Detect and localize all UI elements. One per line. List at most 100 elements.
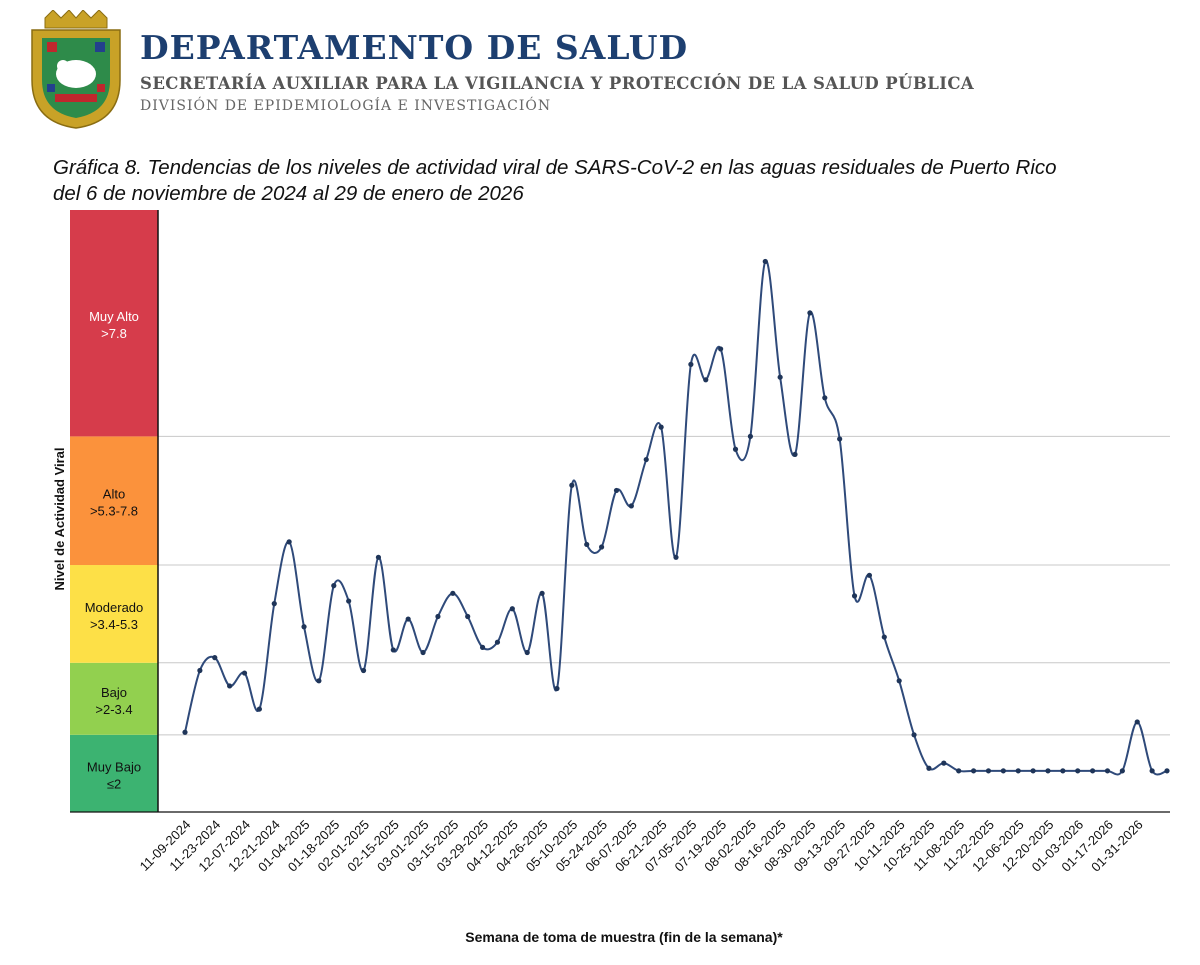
y-axis-title: Nivel de Actividad Viral	[52, 447, 67, 590]
level-band-name: Alto	[103, 487, 125, 502]
division-name: DIVISIÓN DE EPIDEMIOLOGÍA E INVESTIGACIÓ…	[140, 98, 552, 114]
data-point	[866, 572, 873, 578]
data-point	[628, 503, 634, 509]
level-band-name: Muy Alto	[89, 309, 139, 324]
data-point	[450, 590, 456, 596]
data-point	[479, 644, 486, 650]
data-point	[286, 539, 292, 545]
data-point	[227, 683, 233, 689]
level-band-range: >5.3-7.8	[90, 504, 138, 519]
data-point	[1149, 768, 1155, 774]
header: DEPARTAMENTO DE SALUD SECRETARÍA AUXILIA…	[0, 0, 1200, 150]
data-point	[182, 729, 188, 735]
level-band-range: >2-3.4	[95, 702, 132, 717]
chart-title-line-2: del 6 de noviembre de 2024 al 29 de ener…	[53, 182, 524, 205]
data-point	[673, 554, 679, 560]
level-band-range: >7.8	[101, 326, 127, 341]
data-point	[241, 670, 248, 676]
data-point	[777, 374, 783, 380]
data-point	[212, 655, 218, 661]
data-point	[346, 598, 352, 604]
data-point	[613, 487, 620, 494]
data-point	[851, 593, 858, 599]
data-point	[956, 768, 962, 774]
seal-lion-tile	[95, 42, 105, 52]
seal-lamb-head	[57, 60, 69, 72]
data-point	[405, 616, 411, 622]
data-point	[926, 765, 932, 771]
data-point	[331, 583, 337, 589]
data-point	[807, 310, 813, 316]
chart-title-line-1: Gráfica 8. Tendencias de los niveles de …	[53, 156, 1057, 179]
data-point	[732, 446, 739, 452]
data-point	[256, 706, 262, 712]
data-point	[1164, 768, 1170, 774]
level-band-1	[70, 662, 158, 735]
data-point	[554, 685, 560, 692]
data-point	[762, 258, 768, 265]
seal-crown	[44, 10, 108, 29]
seal-cross-tile	[97, 84, 105, 92]
data-point	[643, 456, 649, 463]
level-band-2	[70, 565, 158, 663]
department-name: DEPARTAMENTO DE SALUD	[140, 28, 689, 67]
level-band-range: ≤2	[107, 776, 121, 791]
data-point	[970, 768, 977, 774]
data-point	[985, 768, 992, 774]
data-point	[509, 606, 515, 612]
data-point	[658, 424, 664, 430]
data-point	[360, 667, 367, 674]
data-point	[197, 667, 203, 674]
data-point	[271, 601, 277, 607]
data-point	[524, 649, 530, 656]
level-band-name: Moderado	[85, 600, 144, 615]
data-point	[911, 732, 917, 738]
data-point	[747, 433, 753, 439]
data-point	[420, 649, 426, 656]
data-point	[494, 639, 501, 645]
seal-banner	[55, 94, 97, 102]
data-point	[435, 613, 441, 620]
data-point	[569, 482, 575, 488]
data-point	[1090, 768, 1096, 774]
data-point	[837, 436, 843, 442]
series-line	[184, 260, 1168, 776]
level-band-3	[70, 436, 158, 566]
data-point	[881, 634, 887, 640]
x-axis-title: Semana de toma de muestra (fin de la sem…	[465, 929, 783, 945]
data-point	[584, 541, 590, 548]
level-band-name: Muy Bajo	[87, 759, 141, 774]
data-point	[1119, 768, 1125, 774]
level-band-name: Bajo	[101, 685, 127, 700]
data-point	[792, 451, 798, 458]
data-point	[1030, 768, 1036, 774]
data-point	[1134, 719, 1140, 725]
secretariat-name: SECRETARÍA AUXILIAR PARA LA VIGILANCIA Y…	[140, 74, 975, 93]
data-point	[703, 377, 709, 383]
level-band-0	[70, 734, 158, 812]
chart-title: Gráfica 8. Tendencias de los niveles de …	[53, 155, 1198, 207]
data-point	[390, 647, 396, 653]
data-point	[599, 544, 605, 550]
data-point	[1104, 768, 1111, 774]
data-point	[301, 624, 307, 630]
data-point	[1015, 768, 1021, 774]
data-point	[1045, 768, 1051, 774]
seal-logo	[31, 10, 121, 129]
data-point	[718, 346, 724, 352]
data-point	[1000, 768, 1006, 774]
data-point	[941, 760, 947, 766]
data-point	[375, 554, 382, 560]
seal-flag-tile	[47, 84, 55, 92]
level-band-range: >3.4-5.3	[90, 617, 138, 632]
level-band-4	[70, 210, 158, 437]
seal-castle-tile	[47, 42, 57, 52]
data-point	[896, 678, 902, 684]
data-point	[539, 590, 545, 596]
data-point	[822, 395, 828, 401]
data-point	[688, 361, 694, 367]
data-point	[316, 678, 322, 684]
data-point	[465, 613, 471, 620]
data-point	[1060, 768, 1066, 774]
